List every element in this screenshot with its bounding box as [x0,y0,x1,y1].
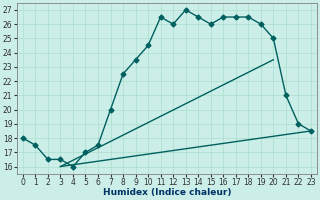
X-axis label: Humidex (Indice chaleur): Humidex (Indice chaleur) [103,188,231,197]
